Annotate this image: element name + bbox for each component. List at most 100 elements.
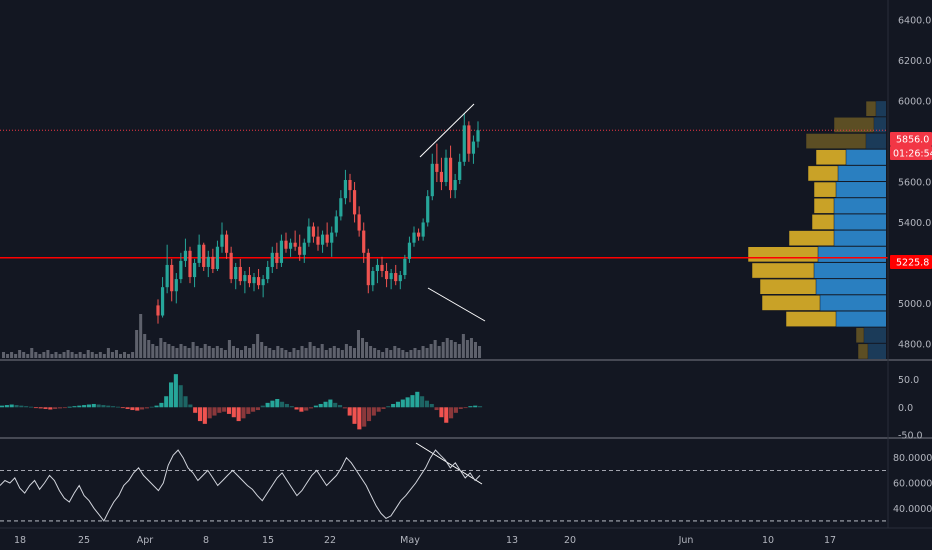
- volume-profile-up: [838, 165, 886, 182]
- volume-bar: [187, 348, 191, 358]
- current-price-label: 5856.0: [896, 135, 929, 146]
- trendlines[interactable]: [415, 103, 486, 485]
- macd-bar: [125, 407, 130, 409]
- macd-bar: [96, 404, 101, 408]
- macd-bar: [183, 396, 188, 408]
- macd-bar: [299, 407, 304, 412]
- volume-bar: [131, 352, 135, 358]
- candle-body: [224, 234, 229, 253]
- time-axis[interactable]: 18 25 Apr 8 15 22 May 13 20 Jun 10 17: [14, 535, 836, 546]
- macd-bar: [333, 402, 338, 408]
- macd-bar: [468, 406, 473, 408]
- volume-profile-down: [759, 278, 817, 295]
- volume-bar: [272, 350, 276, 358]
- macd-bar: [48, 407, 53, 410]
- volume-profile-up: [874, 117, 886, 133]
- volume-bar: [288, 352, 292, 358]
- candle-body: [156, 305, 160, 316]
- candle-body: [188, 250, 192, 278]
- macd-bar: [304, 407, 309, 411]
- volume-bar: [147, 340, 151, 358]
- macd-bar: [43, 407, 48, 409]
- volume-bar: [437, 346, 441, 358]
- macd-bar: [444, 407, 449, 423]
- candle-body: [243, 275, 247, 282]
- macd-bar: [135, 407, 140, 411]
- macd-bar: [424, 400, 429, 408]
- candle-body: [160, 287, 165, 316]
- volume-profile-up: [836, 182, 886, 198]
- volume-bar: [385, 348, 389, 358]
- macd-bar: [72, 406, 77, 408]
- volume-bar: [18, 350, 22, 358]
- candle-body: [398, 275, 402, 282]
- candle-body: [384, 271, 389, 280]
- volume-bar: [14, 354, 18, 358]
- volume-bar: [393, 346, 397, 358]
- macd-bar: [449, 407, 454, 419]
- volume-bar: [473, 342, 477, 358]
- macd-bar: [217, 407, 222, 413]
- macd-bar: [164, 396, 169, 408]
- candle-body: [357, 214, 361, 231]
- volume-bar: [66, 350, 70, 358]
- volume-bar: [26, 354, 30, 358]
- candle-body: [380, 264, 384, 272]
- time-tick-label: Apr: [137, 535, 154, 546]
- candle-body: [165, 264, 169, 288]
- candlestick-series: [156, 113, 480, 324]
- candle-body: [293, 242, 297, 247]
- volume-bar: [86, 350, 90, 358]
- macd-bar: [193, 407, 198, 413]
- candle-body: [266, 266, 270, 280]
- volume-bar: [328, 348, 332, 358]
- macd-bar: [463, 407, 468, 409]
- price-axis[interactable]: 6400.06200.06000.05800.05600.05400.05200…: [898, 16, 931, 351]
- volume-bar: [78, 352, 82, 358]
- volume-bar: [235, 348, 239, 358]
- volume-bar: [240, 350, 244, 358]
- macd-bar: [371, 407, 376, 416]
- volume-bar: [340, 350, 344, 358]
- volume-bar: [312, 346, 316, 358]
- macd-bar: [188, 404, 193, 408]
- macd-bar: [265, 402, 270, 408]
- macd-bar: [101, 405, 106, 408]
- volume-bar: [90, 352, 94, 358]
- macd-bar: [57, 407, 63, 409]
- volume-bar: [405, 352, 409, 358]
- time-tick-label: 20: [564, 535, 576, 546]
- macd-bar: [280, 401, 285, 408]
- volume-bar: [252, 344, 256, 358]
- volume-bar: [46, 350, 50, 358]
- volume-bar: [316, 348, 320, 358]
- candle-body: [211, 256, 215, 269]
- volume-profile-down: [811, 214, 835, 230]
- price-tick-label: 5600.0: [898, 178, 931, 189]
- macd-axis[interactable]: 50.0 0.0 -50.0: [898, 375, 923, 441]
- volume-bar: [461, 334, 465, 358]
- volume-bar: [401, 350, 405, 358]
- volume-bar: [159, 338, 163, 358]
- candle-body: [320, 234, 325, 245]
- macd-bar: [120, 407, 125, 409]
- volume-profile-up: [834, 214, 886, 230]
- candle-body: [288, 242, 293, 249]
- candle-body: [458, 161, 462, 180]
- volume-bar: [300, 346, 304, 358]
- volume-bar: [389, 350, 393, 358]
- rsi-tick-label: 40.0000: [893, 504, 932, 515]
- price-tick-label: 5400.0: [898, 218, 931, 229]
- volume-profile-up: [866, 133, 886, 149]
- rsi-axis[interactable]: 80.0000 60.0000 40.0000: [893, 453, 932, 515]
- volume-bar: [6, 354, 10, 358]
- candle-body: [202, 244, 206, 267]
- macd-bar: [149, 406, 154, 408]
- candle-body: [343, 180, 348, 199]
- macd-bar: [429, 403, 434, 408]
- time-tick-label: 25: [78, 535, 90, 546]
- volume-bar: [183, 346, 187, 358]
- volume-profile-down: [807, 165, 839, 182]
- time-tick-label: 15: [262, 535, 274, 546]
